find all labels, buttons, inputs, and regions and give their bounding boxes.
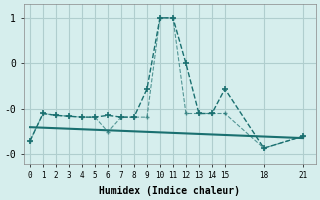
X-axis label: Humidex (Indice chaleur): Humidex (Indice chaleur) [99,186,240,196]
